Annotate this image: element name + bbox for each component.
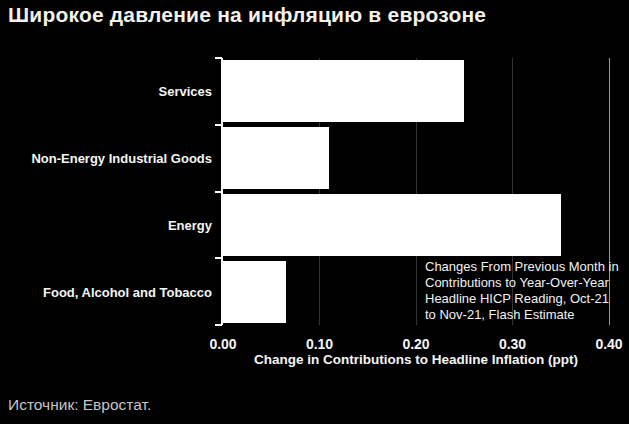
x-tick-label-0.10: 0.10 — [306, 336, 333, 352]
category-label-food-alcohol-and-tobacco: Food, Alcohol and Tobacco — [2, 284, 212, 299]
chart-annotation: Changes From Previous Month in Contribut… — [425, 259, 629, 323]
y-axis-tick — [215, 191, 222, 193]
bar-services — [223, 60, 464, 122]
y-axis-tick — [215, 57, 222, 59]
x-tick-label-0.20: 0.20 — [402, 336, 429, 352]
x-tick-label-0.30: 0.30 — [499, 336, 526, 352]
bar-energy — [223, 194, 561, 256]
chart-title: Широкое давление на инфляцию в еврозоне — [8, 3, 486, 27]
y-axis-tick — [215, 257, 222, 259]
x-axis-label: Change in Contributions to Headline Infl… — [223, 352, 609, 367]
x-tick-label-0.40: 0.40 — [595, 336, 622, 352]
y-axis-tick — [215, 124, 222, 126]
bar-non-energy-industrial-goods — [223, 127, 329, 189]
source-note: Источник: Евростат. — [8, 396, 151, 414]
x-tick-label-0.00: 0.00 — [209, 336, 236, 352]
category-label-non-energy-industrial-goods: Non-Energy Industrial Goods — [2, 151, 212, 166]
category-label-energy: Energy — [2, 217, 212, 232]
y-axis-tick — [215, 324, 222, 326]
bar-food-alcohol-and-tobacco — [223, 261, 286, 323]
chart-canvas: Широкое давление на инфляцию в еврозоне … — [0, 0, 629, 424]
category-label-services: Services — [2, 84, 212, 99]
